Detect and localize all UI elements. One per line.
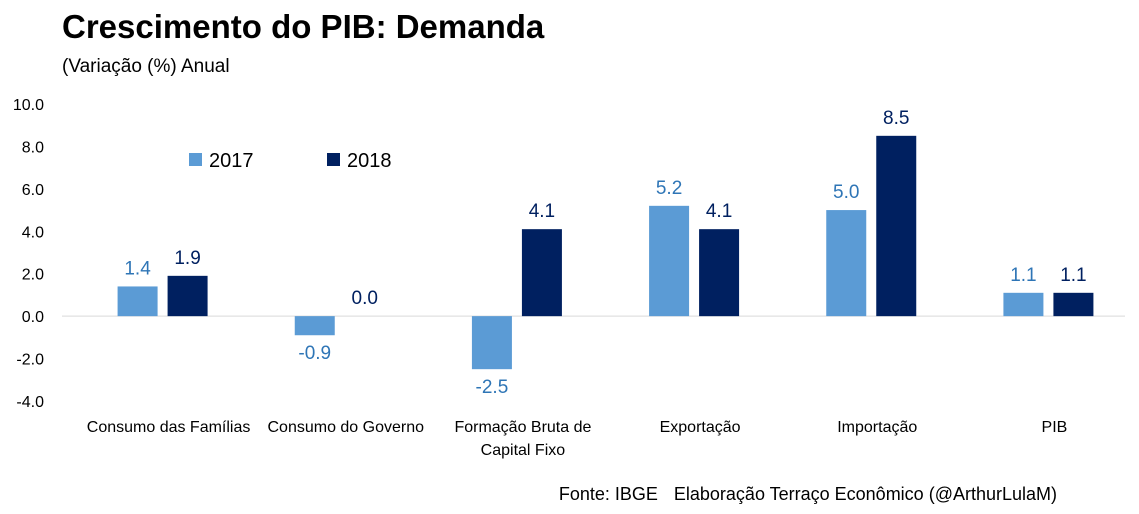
source-text: Fonte: IBGE [558, 484, 658, 504]
data-label-2018: 4.1 [706, 201, 732, 222]
bar-2018 [699, 229, 740, 317]
bar-2017 [826, 210, 867, 317]
legend-swatch-2018 [327, 153, 340, 166]
data-label-2017: -0.9 [298, 343, 331, 364]
bar-2018 [876, 135, 917, 317]
legend-label-2017: 2017 [209, 150, 254, 172]
credit-text: Elaboração Terraço Econômico (@ArthurLul… [673, 484, 1057, 504]
data-label-2017: 1.1 [1010, 265, 1036, 286]
bar-2018 [167, 275, 208, 317]
data-label-2017: 5.0 [833, 182, 859, 203]
y-tick-label: -2.0 [16, 352, 44, 369]
bar-2017 [117, 286, 158, 317]
category-label: Importação [837, 419, 917, 436]
data-label-2018: 1.1 [1060, 265, 1086, 286]
y-tick-label: 0.0 [22, 309, 44, 326]
data-label-2018: 8.5 [883, 108, 909, 129]
bar-2017 [294, 316, 335, 336]
y-tick-label: 4.0 [22, 224, 44, 241]
category-label: Consumo das Famílias [87, 419, 251, 436]
data-label-2017: 5.2 [656, 178, 682, 199]
y-tick-label: 8.0 [22, 139, 44, 156]
bar-2017 [471, 316, 512, 370]
legend-swatch-2017 [189, 153, 202, 166]
legend-label-2018: 2018 [347, 150, 392, 172]
x-axis-categories: Consumo das Famílias Consumo do Governo Fo… [87, 419, 1068, 459]
y-tick-label: 2.0 [22, 267, 44, 284]
bar-2018 [1053, 292, 1094, 317]
data-label-2017: -2.5 [476, 377, 509, 398]
y-tick-label: 6.0 [22, 182, 44, 199]
source-note: Fonte: IBGE Elaboração Terraço Econômico … [559, 484, 1057, 505]
data-labels: 1.4 1.9 -0.9 0.0 -2.5 4.1 5.2 4.1 5.0 8.5 1.1 1.1 [124, 108, 1086, 398]
bar-2017 [1003, 292, 1044, 317]
chart-subtitle: (Variação (%) Anual [62, 56, 230, 77]
category-label: Capital Fixo [481, 442, 566, 459]
data-label-2018: 0.0 [352, 288, 378, 309]
bar-2017 [649, 205, 690, 317]
category-label: Exportação [660, 419, 741, 436]
category-label: Formação Bruta de [454, 419, 591, 436]
legend: 2017 2018 [189, 150, 392, 172]
y-tick-label: -4.0 [16, 394, 44, 411]
bar-2018 [521, 229, 562, 317]
y-axis: -4.0 -2.0 0.0 2.0 4.0 6.0 8.0 10.0 [13, 97, 44, 411]
y-tick-label: 10.0 [13, 97, 44, 114]
category-label: PIB [1042, 419, 1068, 436]
data-label-2018: 4.1 [529, 201, 555, 222]
data-label-2017: 1.4 [124, 258, 151, 279]
bars [117, 135, 1094, 370]
data-label-2018: 1.9 [174, 248, 200, 269]
chart-title: Crescimento do PIB: Demanda [62, 8, 545, 45]
category-label: Consumo do Governo [267, 419, 424, 436]
